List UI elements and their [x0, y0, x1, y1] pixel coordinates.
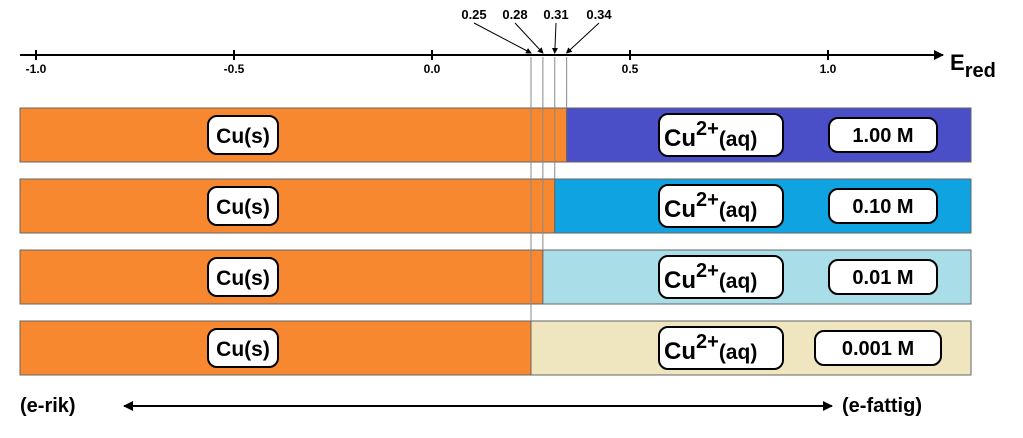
axis-label-main: E: [950, 50, 965, 75]
equilibrium-pointer: [473, 22, 532, 54]
equilibrium-label: 0.31: [543, 7, 568, 22]
axis-tick-label: -0.5: [224, 62, 245, 76]
ion-symbol: Cu: [664, 338, 696, 365]
concentration-label: 0.10 M: [852, 196, 913, 218]
equilibrium-markers: 0.25 0.28 0.31 0.34: [461, 7, 612, 54]
equilibrium-pointer: [514, 22, 544, 54]
axis-tick-label: -1.0: [26, 62, 47, 76]
potential-axis: -1.0 -0.5 0.0 0.5 1.0 Ered: [20, 50, 996, 82]
concentration-box: [828, 188, 938, 224]
concentration-row: Cu(s) Cu2+(aq) 0.01 M: [19, 249, 972, 305]
concentration-box: [814, 330, 942, 366]
solid-region: [19, 107, 568, 163]
concentration-row: Cu(s) Cu2+(aq) 0.10 M: [19, 178, 972, 234]
e-rich-label: (e-rik): [20, 395, 76, 417]
concentration-box: [828, 259, 938, 295]
equilibrium-pointer: [551, 22, 558, 54]
ion-symbol: Cu: [664, 267, 696, 294]
axis-label: Ered: [950, 50, 996, 82]
ion-label-box: [658, 113, 784, 157]
ion-label-box: [658, 184, 784, 228]
ion-label: Cu2+(aq): [664, 260, 757, 294]
equilibrium-label: 0.28: [502, 7, 527, 22]
concentration-label: 0.01 M: [852, 267, 913, 289]
axis-label-sub: red: [965, 60, 996, 82]
ion-label: Cu2+(aq): [664, 118, 757, 152]
ion-state: (aq): [719, 341, 758, 364]
ion-state: (aq): [719, 128, 758, 151]
ion-charge: 2+: [696, 189, 719, 211]
e-poor-label: (e-fattig): [842, 395, 922, 417]
ion-state: (aq): [719, 270, 758, 293]
ion-charge: 2+: [696, 260, 719, 282]
solid-region: [19, 178, 556, 234]
ion-label-box: [658, 255, 784, 299]
solid-label-box: [207, 186, 279, 226]
solid-label-box: [207, 328, 279, 368]
electron-arrow: (e-rik) (e-fattig): [20, 395, 922, 417]
concentration-label: 0.001 M: [842, 338, 914, 360]
axis-tick-label: 1.0: [820, 62, 837, 76]
ion-symbol: Cu: [664, 196, 696, 223]
concentration-rows: Cu(s) Cu2+(aq) 1.00 MCu(s) Cu2+(aq) 0.10 MCu…: [19, 57, 972, 376]
solid-region: [19, 249, 544, 305]
ion-symbol: Cu: [664, 125, 696, 152]
concentration-row: Cu(s) Cu2+(aq) 1.00 M: [19, 107, 972, 163]
solid-label: Cu(s): [216, 196, 270, 219]
ion-label-box: [658, 326, 784, 370]
concentration-label: 1.00 M: [852, 125, 913, 147]
ion-charge: 2+: [696, 331, 719, 353]
solid-label: Cu(s): [216, 125, 270, 148]
equilibrium-pointer: [565, 22, 600, 54]
ion-state: (aq): [719, 199, 758, 222]
solid-label: Cu(s): [216, 338, 270, 361]
solid-label-box: [207, 257, 279, 297]
concentration-box: [828, 117, 938, 153]
concentration-row: Cu(s) Cu2+(aq) 0.001 M: [19, 320, 972, 376]
ion-label: Cu2+(aq): [664, 189, 757, 223]
ion-label: Cu2+(aq): [664, 331, 757, 365]
equilibrium-label: 0.34: [586, 7, 612, 22]
axis-tick-label: 0.5: [622, 62, 639, 76]
ion-charge: 2+: [696, 118, 719, 140]
axis-tick-label: 0.0: [424, 62, 441, 76]
equilibrium-label: 0.25: [461, 7, 486, 22]
solid-label: Cu(s): [216, 267, 270, 290]
solid-label-box: [207, 115, 279, 155]
